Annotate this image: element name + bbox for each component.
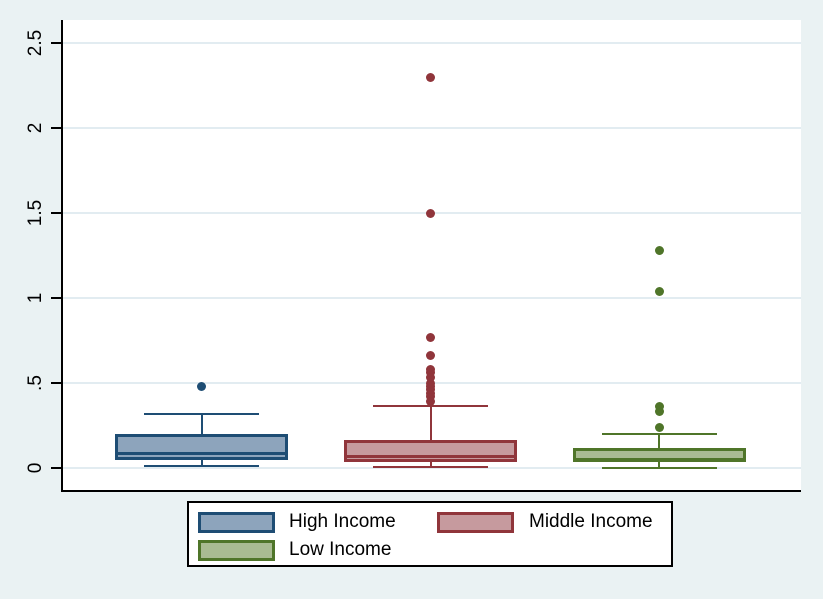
y-tick-label-2.5: 2.5	[25, 29, 46, 57]
median-line	[572, 457, 746, 461]
box-middle-income	[344, 439, 517, 462]
gridline-y-1	[63, 297, 801, 299]
outlier-point	[197, 381, 206, 391]
y-tick-1	[51, 297, 61, 299]
legend-swatch-high-income	[198, 512, 275, 533]
outlier-point	[426, 332, 435, 342]
y-tick-0	[51, 467, 61, 469]
gridline-y-0	[63, 467, 801, 469]
legend-swatch-low-income	[198, 540, 275, 561]
box-high-income	[115, 434, 288, 460]
plot-area	[63, 20, 801, 490]
legend: High Income Middle Income Low Income	[187, 501, 673, 567]
gridline-y-2.5	[63, 42, 801, 44]
whisker-lower-cap	[373, 465, 488, 468]
legend-swatch-middle-income	[437, 512, 514, 533]
outlier-point	[426, 364, 435, 374]
y-tick-2.5	[51, 42, 61, 44]
legend-label-low-income: Low Income	[289, 539, 392, 560]
whisker-upper-cap	[144, 412, 259, 415]
outlier-point	[426, 378, 435, 388]
median-line	[115, 451, 288, 455]
whisker-upper-stem	[200, 413, 203, 435]
y-tick-label-1.5: 1.5	[25, 199, 46, 227]
whisker-upper-stem	[658, 434, 660, 449]
whisker-lower-stem	[429, 461, 432, 467]
outlier-point	[654, 422, 664, 432]
y-axis-line	[61, 20, 63, 492]
outlier-point	[426, 373, 435, 383]
whisker-lower-stem	[658, 462, 660, 468]
y-tick-label-2: 2	[25, 122, 46, 134]
whisker-upper-cap	[601, 433, 717, 436]
legend-label-high-income: High Income	[289, 511, 396, 532]
whisker-lower-cap	[601, 466, 717, 469]
y-tick-.5	[51, 382, 61, 384]
whisker-lower-stem	[200, 460, 203, 467]
whisker-upper-stem	[429, 405, 432, 440]
y-tick-label-1: 1	[25, 292, 46, 304]
median-line	[344, 455, 517, 459]
outlier-point	[654, 402, 664, 412]
whisker-lower-cap	[144, 465, 259, 468]
y-tick-label-0: 0	[25, 462, 46, 474]
gridline-y-2	[63, 127, 801, 129]
outlier-point	[426, 72, 435, 82]
outlier-point	[654, 407, 664, 417]
y-tick-1.5	[51, 212, 61, 214]
x-axis-line	[61, 490, 801, 492]
outlier-point	[654, 245, 664, 255]
y-tick-label-.5: .5	[25, 375, 46, 391]
y-tick-2	[51, 127, 61, 129]
outlier-point	[426, 397, 435, 407]
legend-label-middle-income: Middle Income	[529, 511, 653, 532]
outlier-point	[426, 208, 435, 218]
outlier-point	[426, 351, 435, 361]
outlier-point	[654, 286, 664, 296]
